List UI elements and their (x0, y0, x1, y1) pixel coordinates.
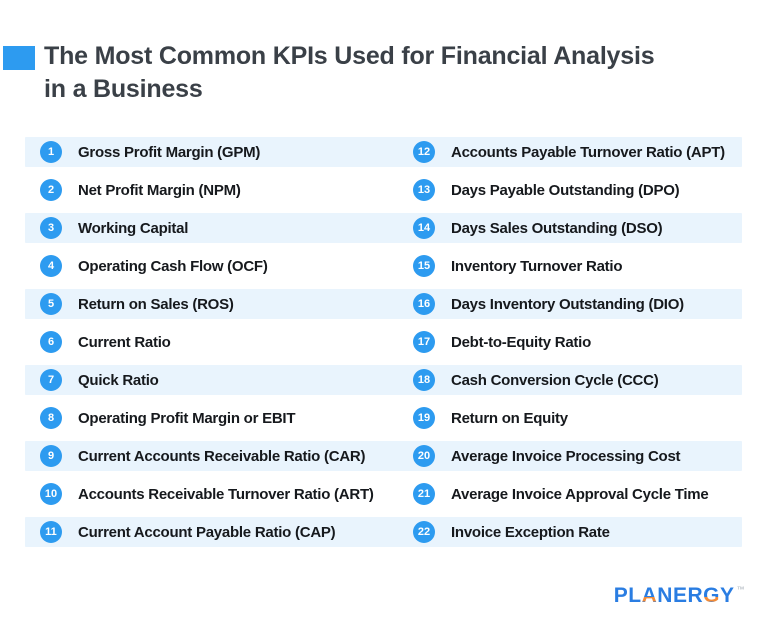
kpi-item: 21 Average Invoice Approval Cycle Time (413, 483, 742, 505)
item-number-badge: 21 (413, 483, 435, 505)
kpi-item: 20 Average Invoice Processing Cost (413, 445, 742, 467)
kpi-label: Current Ratio (78, 333, 171, 351)
kpi-item: 13 Days Payable Outstanding (DPO) (413, 179, 742, 201)
kpi-label: Return on Equity (451, 409, 568, 427)
item-number-badge: 1 (40, 141, 62, 163)
item-number-badge: 17 (413, 331, 435, 353)
item-number-badge: 10 (40, 483, 62, 505)
kpi-item: 2 Net Profit Margin (NPM) (25, 179, 413, 201)
kpi-row: 11 Current Account Payable Ratio (CAP) 22 I… (25, 517, 742, 547)
kpi-item: 1 Gross Profit Margin (GPM) (25, 141, 413, 163)
kpi-item: 9 Current Accounts Receivable Ratio (CAR) (25, 445, 413, 467)
kpi-label: Cash Conversion Cycle (CCC) (451, 371, 659, 389)
kpi-label: Quick Ratio (78, 371, 159, 389)
item-number-badge: 18 (413, 369, 435, 391)
kpi-label: Accounts Payable Turnover Ratio (APT) (451, 143, 725, 161)
kpi-item: 16 Days Inventory Outstanding (DIO) (413, 293, 742, 315)
item-number-badge: 4 (40, 255, 62, 277)
item-number-badge: 9 (40, 445, 62, 467)
kpi-label: Current Accounts Receivable Ratio (CAR) (78, 447, 366, 465)
trademark-symbol: ™ (736, 585, 745, 594)
kpi-row: 2 Net Profit Margin (NPM) 13 Days Payable O… (25, 175, 742, 205)
item-number-badge: 14 (413, 217, 435, 239)
kpi-row: 3 Working Capital 14 Days Sales Outstanding… (25, 213, 742, 243)
header: The Most Common KPIs Used for Financial … (3, 40, 655, 106)
kpi-label: Gross Profit Margin (GPM) (78, 143, 261, 161)
kpi-label: Average Invoice Processing Cost (451, 447, 681, 465)
page-title: The Most Common KPIs Used for Financial … (44, 40, 655, 106)
logo-text: PLANERGY (613, 584, 735, 607)
kpi-row: 4 Operating Cash Flow (OCF) 15 Inventory Tu… (25, 251, 742, 281)
kpi-item: 17 Debt-to-Equity Ratio (413, 331, 742, 353)
kpi-label: Accounts Receivable Turnover Ratio (ART) (78, 485, 374, 503)
kpi-row: 6 Current Ratio 17 Debt-to-Equity Ratio (25, 327, 742, 357)
item-number-badge: 15 (413, 255, 435, 277)
item-number-badge: 5 (40, 293, 62, 315)
planergy-logo: PLANERGY ™ (614, 584, 745, 608)
page-title-line1: The Most Common KPIs Used for Financial … (44, 42, 655, 70)
kpi-row: 7 Quick Ratio 18 Cash Conversion Cycle (CCC… (25, 365, 742, 395)
item-number-badge: 19 (413, 407, 435, 429)
item-number-badge: 3 (40, 217, 62, 239)
kpi-label: Operating Profit Margin or EBIT (78, 409, 296, 427)
kpi-item: 15 Inventory Turnover Ratio (413, 255, 742, 277)
item-number-badge: 2 (40, 179, 62, 201)
kpi-item: 3 Working Capital (25, 217, 413, 239)
item-number-badge: 20 (413, 445, 435, 467)
kpi-row: 10 Accounts Receivable Turnover Ratio (AR… (25, 479, 742, 509)
kpi-label: Average Invoice Approval Cycle Time (451, 485, 709, 503)
kpi-item: 22 Invoice Exception Rate (413, 521, 742, 543)
kpi-row: 5 Return on Sales (ROS) 16 Days Inventory O… (25, 289, 742, 319)
item-number-badge: 13 (413, 179, 435, 201)
kpi-label: Operating Cash Flow (OCF) (78, 257, 268, 275)
kpi-item: 10 Accounts Receivable Turnover Ratio (AR… (25, 483, 413, 505)
kpi-label: Days Inventory Outstanding (DIO) (451, 295, 684, 313)
kpi-item: 18 Cash Conversion Cycle (CCC) (413, 369, 742, 391)
item-number-badge: 7 (40, 369, 62, 391)
page-title-line2: in a Business (44, 75, 203, 103)
kpi-item: 4 Operating Cash Flow (OCF) (25, 255, 413, 277)
kpi-item: 6 Current Ratio (25, 331, 413, 353)
kpi-label: Inventory Turnover Ratio (451, 257, 623, 275)
kpi-item: 19 Return on Equity (413, 407, 742, 429)
kpi-label: Days Payable Outstanding (DPO) (451, 181, 680, 199)
kpi-row: 8 Operating Profit Margin or EBIT 19 Return… (25, 403, 742, 433)
kpi-label: Debt-to-Equity Ratio (451, 333, 591, 351)
title-marker-icon (3, 46, 35, 70)
kpi-item: 14 Days Sales Outstanding (DSO) (413, 217, 742, 239)
kpi-label: Net Profit Margin (NPM) (78, 181, 241, 199)
kpi-item: 5 Return on Sales (ROS) (25, 293, 413, 315)
kpi-row: 9 Current Accounts Receivable Ratio (CAR)… (25, 441, 742, 471)
kpi-item: 8 Operating Profit Margin or EBIT (25, 407, 413, 429)
kpi-label: Working Capital (78, 219, 189, 237)
kpi-label: Return on Sales (ROS) (78, 295, 234, 313)
kpi-list: 1 Gross Profit Margin (GPM) 12 Accounts Pay… (25, 137, 742, 547)
kpi-item: 12 Accounts Payable Turnover Ratio (APT) (413, 141, 742, 163)
kpi-row: 1 Gross Profit Margin (GPM) 12 Accounts Pay… (25, 137, 742, 167)
item-number-badge: 6 (40, 331, 62, 353)
kpi-item: 11 Current Account Payable Ratio (CAP) (25, 521, 413, 543)
item-number-badge: 16 (413, 293, 435, 315)
kpi-item: 7 Quick Ratio (25, 369, 413, 391)
kpi-label: Invoice Exception Rate (451, 523, 610, 541)
kpi-label: Days Sales Outstanding (DSO) (451, 219, 663, 237)
item-number-badge: 11 (40, 521, 62, 543)
item-number-badge: 12 (413, 141, 435, 163)
item-number-badge: 22 (413, 521, 435, 543)
kpi-label: Current Account Payable Ratio (CAP) (78, 523, 336, 541)
item-number-badge: 8 (40, 407, 62, 429)
